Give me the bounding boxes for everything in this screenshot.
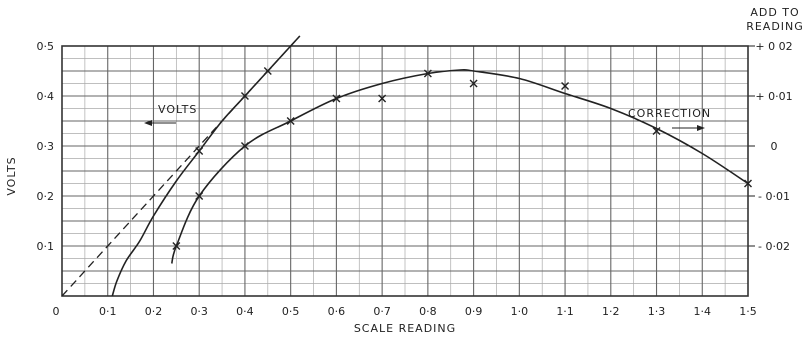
x-tick-label: 0·4 [236, 305, 254, 318]
correction-annotation-label: CORRECTION [628, 107, 711, 120]
volts-annotation-label: VOLTS [158, 103, 197, 116]
marker-cross-b [240, 92, 249, 100]
volts-point-marker [263, 67, 272, 75]
correction-point-marker [652, 127, 661, 135]
x-tick-label: 0·2 [145, 305, 163, 318]
correction-series-line [170, 68, 749, 264]
x-tick-label: 0·8 [419, 305, 437, 318]
y2-tick-label: - 0·01 [758, 190, 790, 203]
y-tick-label: 0·1 [37, 240, 55, 253]
volts-point-marker [195, 147, 204, 155]
y2-axis-label: ADD TO READING [746, 6, 804, 33]
marker-cross-b [561, 82, 570, 90]
x-tick-label: 0·9 [465, 305, 483, 318]
x-tick-label: 1·5 [739, 305, 757, 318]
y2-tick-label: + 0·01 [755, 90, 792, 103]
marker-cross-b [744, 179, 752, 188]
x-tick-label: 0 [53, 305, 60, 318]
x-tick-label: 0·6 [328, 305, 346, 318]
y-tick-label: 0·5 [37, 40, 55, 53]
x-axis-label: SCALE READING [354, 322, 456, 335]
y2-tick-label: 0 [771, 140, 778, 153]
correction-point-marker [469, 79, 478, 88]
correction-arrow-head-icon [697, 125, 705, 131]
y-axis-ticks: 0·1 0·2 0·3 0·4 0·5 [37, 40, 55, 253]
marker-cross-b [652, 127, 661, 135]
plot-frame [61, 45, 749, 297]
x-tick-label: 1·4 [694, 305, 712, 318]
marker-cross-b [263, 67, 272, 75]
reference-dashed-line [61, 35, 301, 297]
correction-point-marker [423, 69, 432, 78]
correction-point-marker [172, 242, 181, 250]
correction-point-marker [332, 94, 341, 103]
correction-point-marker [561, 82, 570, 90]
y2-tick-label: - 0·02 [758, 240, 790, 253]
x-tick-label: 0·5 [282, 305, 300, 318]
y-tick-label: 0·3 [37, 140, 55, 153]
y-tick-label: 0·2 [37, 190, 55, 203]
marker-cross-b [423, 69, 432, 78]
marker-group [172, 67, 752, 250]
x-tick-label: 0·1 [99, 305, 117, 318]
correction-point-marker [240, 142, 249, 150]
volts-point-marker [240, 92, 249, 100]
y-axis-label: VOLTS [5, 156, 18, 195]
major-grid [62, 46, 748, 296]
x-tick-label: 0·3 [190, 305, 208, 318]
marker-cross-b [286, 117, 295, 125]
x-axis-ticks: 0 0·1 0·2 0·3 0·4 0·5 0·6 0·7 0·8 0·9 1·0 1·1 1·2 1·3… [53, 305, 757, 318]
x-tick-label: 1·0 [511, 305, 529, 318]
x-tick-label: 1·2 [602, 305, 620, 318]
volts-arrow-head-icon [144, 120, 152, 126]
x-tick-label: 1·1 [556, 305, 574, 318]
x-tick-label: 0·7 [373, 305, 391, 318]
correction-point-marker [286, 117, 295, 125]
marker-cross-b [378, 94, 387, 103]
marker-cross-b [172, 242, 181, 250]
y2-tick-label: + 0 02 [755, 40, 792, 53]
marker-cross-b [195, 147, 204, 155]
correction-point-marker [744, 179, 752, 188]
correction-point-marker [378, 94, 387, 103]
y-tick-label: 0·4 [37, 90, 55, 103]
volts-series-line [111, 35, 301, 297]
y2-axis-ticks: - 0·02 - 0·01 0 + 0·01 + 0 02 [748, 40, 793, 253]
correction-point-marker [195, 192, 204, 200]
marker-cross-b [195, 192, 204, 200]
correction-annotation: CORRECTION [628, 107, 711, 131]
volts-annotation: VOLTS [144, 103, 197, 126]
x-tick-label: 1·3 [648, 305, 666, 318]
marker-cross-b [240, 142, 249, 150]
marker-cross-b [469, 79, 478, 88]
marker-cross-b [332, 94, 341, 103]
